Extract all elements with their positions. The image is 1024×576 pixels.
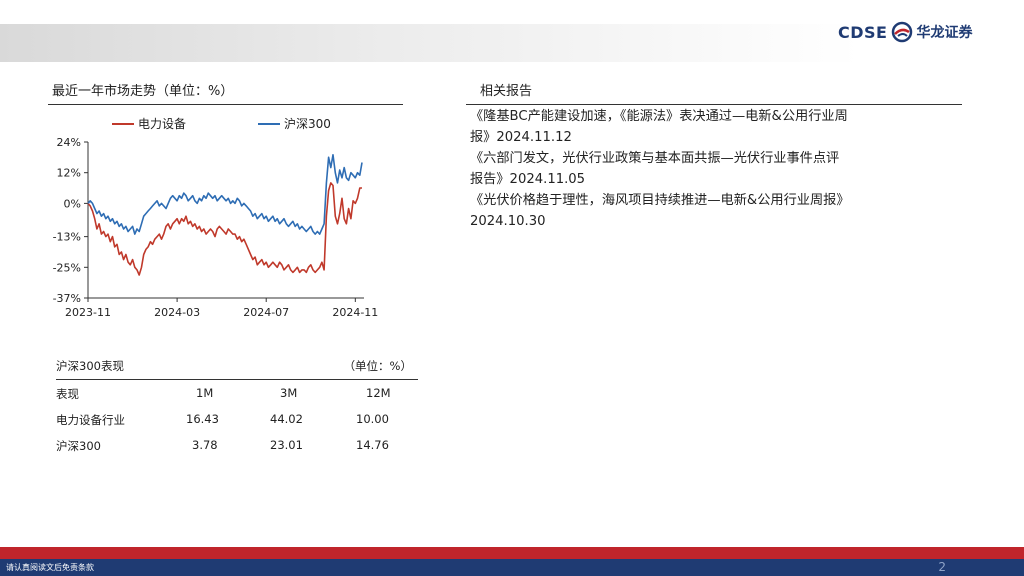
row-label: 电力设备行业 — [56, 413, 125, 427]
chart-title-rule — [48, 104, 403, 105]
footer-disclaimer: 请认真阅读文后免责条款 — [6, 563, 94, 572]
perf-unit: （单位：%） — [343, 359, 412, 373]
row-value-12m: 14.76 — [356, 438, 389, 452]
reports-title-rule — [466, 104, 962, 105]
perf-title: 沪深300表现 — [56, 359, 124, 373]
x-tick-label: 2024-11 — [332, 306, 378, 319]
table-row: 沪深300 3.78 23.01 14.76 — [56, 438, 418, 458]
page-number: 2 — [938, 560, 946, 574]
header-band — [0, 24, 860, 62]
legend-label: 电力设备 — [138, 117, 186, 131]
perf-header-label: 表现 — [56, 387, 79, 401]
company-logo: CDSE 华龙证券 — [838, 20, 972, 44]
y-tick-label: 0% — [64, 197, 81, 210]
x-tick-label: 2024-07 — [243, 306, 289, 319]
perf-header-1m: 1M — [196, 386, 214, 400]
perf-header-row: 表现 1M 3M 12M — [56, 386, 418, 406]
reports-title: 相关报告 — [480, 84, 533, 99]
perf-title-row: 沪深300表现 （单位：%） — [56, 358, 418, 378]
row-value-3m: 44.02 — [270, 412, 303, 426]
report-line[interactable]: 《隆基BC产能建设加速，《能源法》表决通过—电新&公用行业周 — [470, 109, 848, 124]
y-tick-label: 24% — [57, 136, 81, 149]
y-tick-label: -25% — [53, 261, 81, 274]
y-tick-label: 12% — [57, 167, 81, 180]
report-line[interactable]: 《光伏价格趋于理性，海风项目持续推进—电新&公用行业周报》 — [470, 193, 850, 208]
report-line[interactable]: 报》2024.11.12 — [470, 130, 572, 145]
y-tick-label: -37% — [53, 292, 81, 305]
perf-header-12m: 12M — [366, 386, 391, 400]
table-row: 电力设备行业 16.43 44.02 10.00 — [56, 412, 418, 432]
series-line — [87, 153, 363, 235]
perf-header-3m: 3M — [280, 386, 298, 400]
report-line[interactable]: 2024.10.30 — [470, 214, 546, 229]
dragon-logo-icon — [892, 21, 913, 43]
perf-title-rule — [56, 379, 418, 380]
legend-label: 沪深300 — [284, 117, 331, 131]
row-value-1m: 16.43 — [186, 412, 219, 426]
chart-title: 最近一年市场走势（单位：%） — [52, 84, 234, 99]
footer-blue-band — [0, 559, 1024, 576]
market-trend-chart: 24% 12% 0% -13% -25% -37%2023-11 2024-03 2024-0… — [53, 117, 379, 319]
x-tick-label: 2024-03 — [154, 306, 200, 319]
x-tick-label: 2023-11 — [65, 306, 111, 319]
report-line[interactable]: 报告》2024.11.05 — [470, 172, 586, 187]
row-label: 沪深300 — [56, 439, 101, 453]
report-line[interactable]: 《六部门发文，光伏行业政策与基本面共振—光伏行业事件点评 — [470, 151, 840, 166]
row-value-1m: 3.78 — [192, 438, 218, 452]
logo-text: CDSE — [838, 22, 888, 42]
series-line — [87, 182, 362, 276]
row-value-12m: 10.00 — [356, 412, 389, 426]
related-reports-list: 《隆基BC产能建设加速，《能源法》表决通过—电新&公用行业周 报》2024.11… — [470, 106, 970, 232]
logo-cn-text: 华龙证券 — [916, 25, 973, 41]
y-tick-label: -13% — [53, 231, 81, 244]
footer-red-band — [0, 547, 1024, 559]
row-value-3m: 23.01 — [270, 438, 303, 452]
